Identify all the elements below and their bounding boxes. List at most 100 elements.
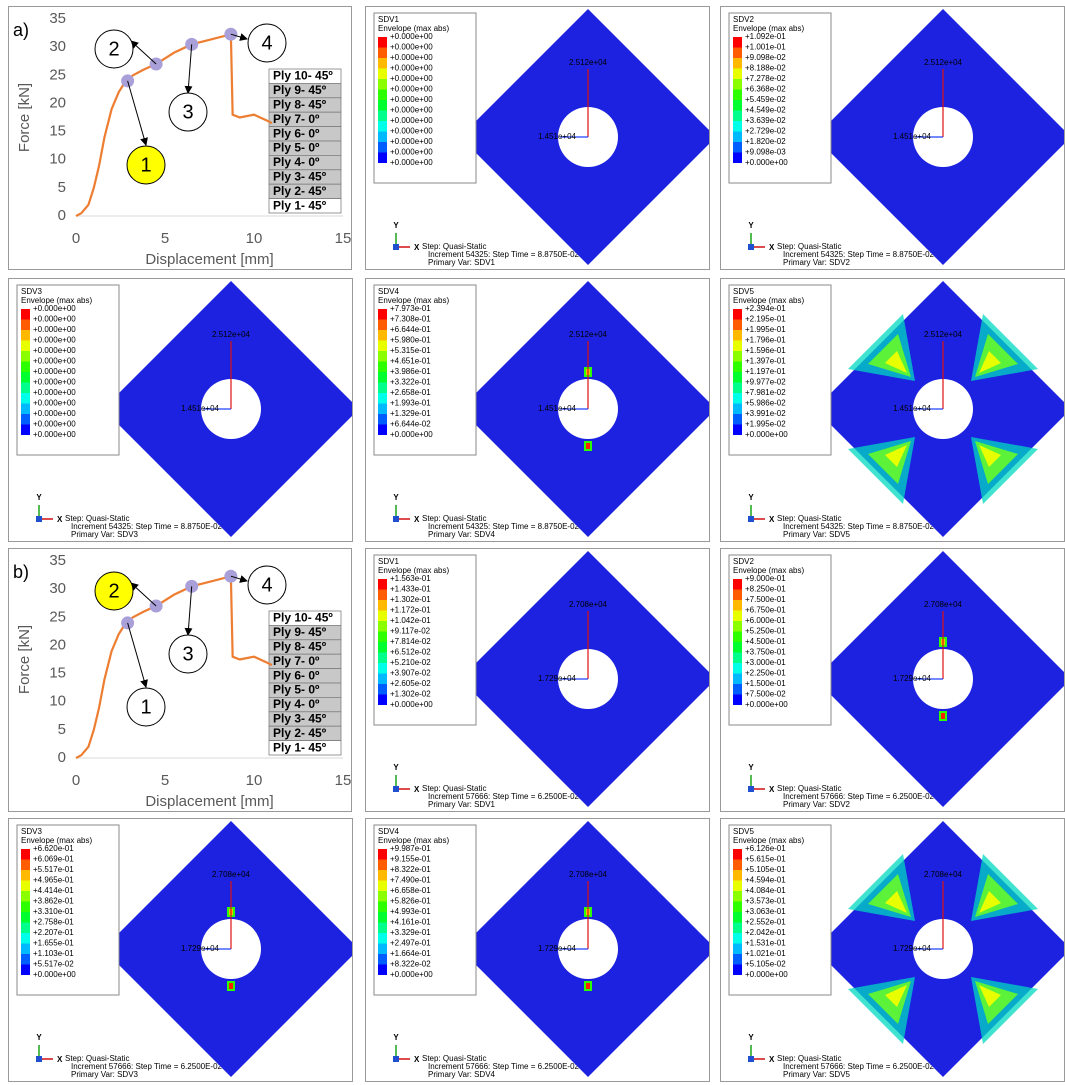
- damage-zone: [979, 891, 1001, 913]
- legend-swatch: [733, 901, 742, 912]
- legend-value: +6.644e-01: [390, 325, 431, 334]
- legend-value: +0.000e+00: [390, 127, 433, 136]
- ply-label: Ply 4- 0º: [273, 155, 320, 169]
- ply-label: Ply 3- 45º: [273, 711, 327, 725]
- primary-var-label: Primary Var: SDV4: [428, 530, 496, 539]
- legend-swatch: [733, 403, 742, 414]
- legend-swatch: [733, 372, 742, 383]
- legend-value: +2.658e-01: [390, 388, 431, 397]
- damage-zone: [885, 445, 907, 467]
- legend-value: +0.000e+00: [745, 430, 788, 439]
- legend-value: +1.021e-01: [745, 949, 786, 958]
- legend-swatch: [733, 414, 742, 425]
- legend-swatch: [378, 424, 387, 435]
- legend-swatch: [21, 351, 30, 362]
- legend-value: +7.814e-02: [390, 637, 431, 646]
- legend-swatch: [733, 351, 742, 362]
- primary-var-label: Primary Var: SDV3: [71, 530, 139, 539]
- legend-value: +0.000e+00: [390, 106, 433, 115]
- damage-zone: [885, 891, 907, 913]
- legend-value: +3.329e-01: [390, 928, 431, 937]
- node-label-left: 1.451e+04: [893, 132, 932, 141]
- legend-swatch: [21, 424, 30, 435]
- legend-swatch: [21, 922, 30, 933]
- legend-swatch: [378, 954, 387, 965]
- legend-swatch: [378, 579, 387, 590]
- node-label-top: 2.512e+04: [924, 330, 963, 339]
- primary-var-label: Primary Var: SDV1: [428, 800, 496, 809]
- legend-swatch: [378, 610, 387, 621]
- step-label: Step: Quasi-Static: [422, 1054, 486, 1063]
- legend-swatch: [733, 330, 742, 341]
- legend-value: +5.986e-02: [745, 399, 786, 408]
- legend-swatch: [378, 621, 387, 632]
- x-tick-label: 10: [246, 772, 263, 789]
- legend-value: +5.210e-02: [390, 658, 431, 667]
- legend-swatch: [733, 880, 742, 891]
- increment-label: Increment 54325: Step Time = 8.8750E-02: [783, 250, 935, 259]
- x-tick-label: 15: [335, 772, 352, 789]
- ply-cell: [268, 198, 342, 214]
- legend-swatch: [378, 922, 387, 933]
- legend-value: +4.414e-01: [33, 886, 74, 895]
- legend-value: +0.000e+00: [390, 158, 433, 167]
- triad-origin: [393, 786, 399, 792]
- legend-swatch: [378, 68, 387, 79]
- legend-swatch: [733, 859, 742, 870]
- legend-title: SDV4: [378, 827, 399, 836]
- legend-value: +3.907e-02: [390, 669, 431, 678]
- legend-value: +7.981e-02: [745, 388, 786, 397]
- triad-origin: [393, 516, 399, 522]
- legend-value: +0.000e+00: [33, 388, 76, 397]
- triad-x-label: X: [57, 515, 63, 524]
- x-tick-label: 5: [161, 772, 169, 789]
- damage-zone: [586, 443, 590, 449]
- legend-value: +8.322e-01: [390, 865, 431, 874]
- node-label-left: 1.451e+04: [538, 132, 577, 141]
- triad-y-label: Y: [748, 763, 754, 772]
- legend-swatch: [378, 47, 387, 58]
- callout-arrow: [184, 586, 193, 636]
- triad-x-label: X: [769, 1055, 775, 1064]
- triad-y-label: Y: [393, 763, 399, 772]
- callout-arrow: [130, 582, 157, 607]
- legend-swatch: [378, 79, 387, 90]
- legend-value: +7.973e-01: [390, 304, 431, 313]
- legend-swatch: [378, 933, 387, 944]
- legend-value: +4.084e-01: [745, 886, 786, 895]
- legend-swatch: [378, 131, 387, 142]
- legend-swatch: [733, 110, 742, 121]
- legend-value: +5.517e-02: [33, 960, 74, 969]
- legend-value: +2.042e-01: [745, 928, 786, 937]
- callout-circle: [126, 687, 166, 727]
- triad-x-label: X: [414, 515, 420, 524]
- legend-value: +2.758e-01: [33, 918, 74, 927]
- force-displacement-chart: 0 5 10 15 20 25 30 35 0 5 10 15 Force [kN] Displaceme…: [8, 548, 352, 812]
- legend-value: +4.161e-01: [390, 918, 431, 927]
- legend-swatch: [378, 631, 387, 642]
- legend-value: +0.000e+00: [390, 148, 433, 157]
- legend-swatch: [21, 859, 30, 870]
- triad-y-label: Y: [393, 221, 399, 230]
- legend-value: +5.105e-02: [745, 960, 786, 969]
- legend-value: +1.001e-01: [745, 43, 786, 52]
- legend-value: +0.000e+00: [745, 970, 788, 979]
- triad-x-label: X: [414, 785, 420, 794]
- damage-zone: [979, 351, 1001, 373]
- legend-value: +2.497e-01: [390, 939, 431, 948]
- ply-label: Ply 2- 45º: [273, 726, 327, 740]
- increment-label: Increment 54325: Step Time = 8.8750E-02: [428, 250, 580, 259]
- legend-value: +9.098e-02: [745, 53, 786, 62]
- legend-box: [373, 284, 477, 456]
- damage-zone: [885, 985, 907, 1007]
- legend-value: +3.573e-01: [745, 897, 786, 906]
- primary-var-label: Primary Var: SDV1: [428, 258, 496, 267]
- primary-var-label: Primary Var: SDV3: [71, 1070, 139, 1079]
- legend-value: +9.155e-01: [390, 855, 431, 864]
